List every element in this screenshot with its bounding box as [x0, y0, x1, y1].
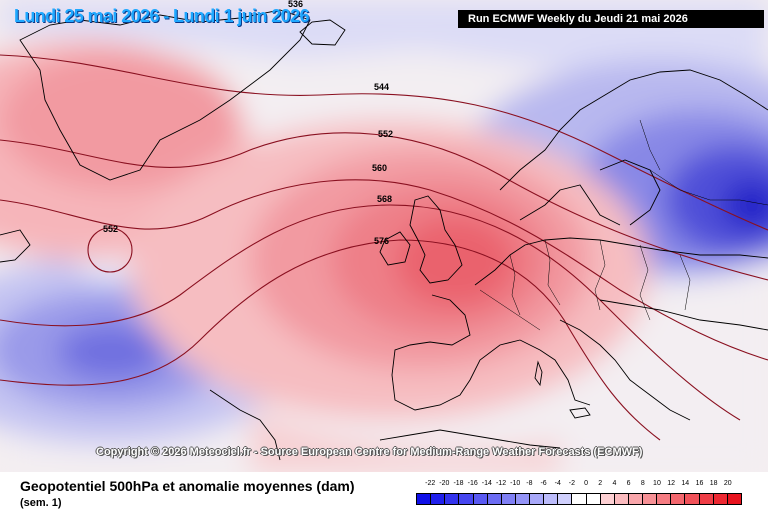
date-range-title: Lundi 25 mai 2026 - Lundi 1 juin 2026 [14, 6, 310, 26]
anomaly-map: 536 544 552 552 560 568 576 [0, 0, 768, 472]
legend-tick: -16 [467, 480, 478, 487]
legend-swatch [501, 494, 516, 504]
legend-tick: 4 [612, 480, 617, 487]
legend-tick: 2 [598, 480, 603, 487]
map-subtitle: (sem. 1) [20, 497, 62, 509]
legend-tick: 20 [723, 480, 732, 487]
contour-label: 560 [372, 163, 387, 173]
legend-swatch [445, 494, 460, 504]
legend-swatch [572, 494, 587, 504]
legend-bar [416, 493, 742, 505]
legend-tick: 8 [640, 480, 645, 487]
run-label: Run ECMWF Weekly du Jeudi 21 mai 2026 [458, 10, 764, 28]
contour-label: 552 [103, 224, 118, 234]
legend-swatch [628, 494, 643, 504]
legend-tick: -6 [540, 480, 547, 487]
legend-tick: 0 [584, 480, 589, 487]
legend-swatch [473, 494, 488, 504]
color-legend: -22 -20 -18 -16 -14 -12 -10 -8 -6 -4 -2 0 2 4 6 8 10 12 14… [416, 480, 742, 508]
contour-label: 544 [374, 82, 389, 92]
legend-swatch [431, 494, 446, 504]
legend-tick: -10 [510, 480, 521, 487]
legend-swatch [727, 494, 741, 504]
legend-tick: 18 [709, 480, 718, 487]
contour-label: 568 [377, 194, 392, 204]
legend-tick: -2 [568, 480, 576, 487]
map-title: Geopotentiel 500hPa et anomalie moyennes… [20, 478, 355, 494]
legend-tick: 14 [681, 480, 690, 487]
legend-tick: -12 [495, 480, 507, 487]
legend-tick: -14 [481, 480, 492, 487]
coastlines [0, 9, 768, 461]
legend-tick: -18 [453, 480, 464, 487]
legend-swatch [671, 494, 686, 504]
legend-tick: 12 [667, 480, 676, 487]
legend-swatch [643, 494, 658, 504]
geopotential-contours [0, 54, 768, 441]
legend-swatch [713, 494, 728, 504]
legend-swatch [614, 494, 629, 504]
legend-tick: 16 [695, 480, 704, 487]
contour-label: 552 [378, 129, 393, 139]
legend-swatch [417, 494, 432, 504]
contour-label: 536 [288, 0, 303, 9]
footer: Geopotentiel 500hPa et anomalie moyennes… [0, 472, 768, 512]
legend-swatch [657, 494, 672, 504]
legend-swatch [530, 494, 545, 504]
legend-swatch [459, 494, 474, 504]
legend-swatch [515, 494, 530, 504]
legend-swatch [487, 494, 502, 504]
legend-tick: -22 [425, 480, 436, 487]
copyright-notice: Copyright © 2026 Meteociel.fr - Source E… [96, 446, 643, 458]
contour-labels: 536 544 552 552 560 568 576 [103, 0, 393, 246]
legend-swatch [685, 494, 700, 504]
legend-swatch [586, 494, 601, 504]
map-area: 536 544 552 552 560 568 576 [0, 0, 768, 472]
contour-label: 576 [374, 236, 389, 246]
legend-tick: 10 [653, 480, 661, 487]
legend-swatch [600, 494, 615, 504]
legend-ticks: -22 -20 -18 -16 -14 -12 -10 -8 -6 -4 -2 0 2 4 6 8 10 12 14… [416, 480, 742, 490]
legend-tick: -20 [439, 480, 450, 487]
legend-swatch [544, 494, 559, 504]
legend-swatch [699, 494, 714, 504]
legend-tick: 6 [626, 480, 631, 487]
legend-swatch [558, 494, 573, 504]
legend-tick: -8 [526, 480, 533, 487]
legend-tick: -4 [554, 480, 561, 487]
